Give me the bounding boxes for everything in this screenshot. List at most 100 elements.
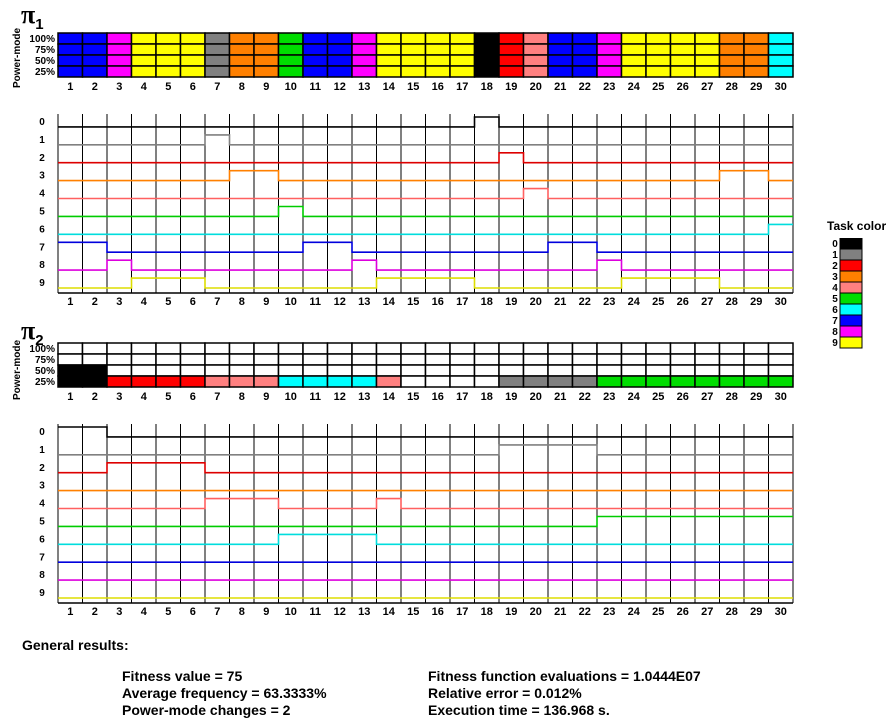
pi1-power-cell <box>645 43 672 56</box>
pi2-task-x-tick: 14 <box>383 606 396 618</box>
pi1-power-cell <box>449 65 476 78</box>
pi1-task-y-tick: 8 <box>39 260 45 271</box>
pi2-task-task-line <box>58 444 793 456</box>
pi2-power-cell <box>277 364 304 377</box>
pi1-power-cell <box>547 65 574 78</box>
pi2-power-cell <box>179 375 206 388</box>
pi1-power-cell <box>645 32 672 45</box>
pi1-power-x-tick: 15 <box>407 81 419 93</box>
pi2-power-cell <box>620 375 647 388</box>
pi2-task-x-tick: 28 <box>726 606 738 618</box>
pi1-power-x-tick: 6 <box>190 81 196 93</box>
pi2-power-x-tick: 15 <box>407 391 419 403</box>
pi1-task-x-tick: 14 <box>383 296 396 308</box>
pi2-power-cell <box>81 353 108 366</box>
pi2-power-cell <box>547 364 574 377</box>
pi2-task-x-tick: 13 <box>358 606 370 618</box>
pi1-task-x-tick: 23 <box>603 296 615 308</box>
pi1-power-cell <box>473 32 500 45</box>
pi1-power-x-tick: 26 <box>677 81 689 93</box>
legend-label: 3 <box>832 272 838 283</box>
pi2-power-cell <box>718 353 745 366</box>
pi1-task-x-tick: 17 <box>456 296 468 308</box>
pi2-power-x-tick: 1 <box>67 391 73 403</box>
pi2-power-x-tick: 14 <box>383 391 396 403</box>
pi1-task-y-tick: 6 <box>39 224 45 235</box>
pi1-task-x-tick: 19 <box>505 296 517 308</box>
pi1-task-y-tick: 0 <box>39 117 45 128</box>
pi1-task-y-tick: 2 <box>39 153 45 164</box>
legend-label: 9 <box>832 338 838 349</box>
pi2-power-cell <box>473 364 500 377</box>
pi2-task-task-line <box>58 462 793 474</box>
pi1-power-cell <box>473 54 500 67</box>
pi2-task-y-tick: 0 <box>39 427 45 438</box>
pi1-power-cell <box>204 65 231 78</box>
pi1-task-x-tick: 28 <box>726 296 738 308</box>
pi2-power-cell <box>743 364 770 377</box>
pi2-task-x-tick: 29 <box>750 606 762 618</box>
pi1-power-cell <box>694 43 721 56</box>
pi1-power-cell <box>718 43 745 56</box>
pi2-power-cell <box>498 353 525 366</box>
pi1-task-y-tick: 1 <box>39 135 45 146</box>
pi2-power-cell <box>547 342 574 355</box>
pi2-task-x-tick: 21 <box>554 606 566 618</box>
pi2-power-cell <box>351 342 378 355</box>
pi1-task-x-tick: 4 <box>141 296 148 308</box>
pi1-power-x-tick: 4 <box>141 81 148 93</box>
pi2-power-cell <box>473 353 500 366</box>
pi1-power-cell <box>596 54 623 67</box>
pi1-task-x-tick: 10 <box>285 296 297 308</box>
pi2-power-cell <box>694 342 721 355</box>
pi2-power-x-tick: 7 <box>214 391 220 403</box>
pi1-power-x-tick: 12 <box>334 81 346 93</box>
pi2-power-cell <box>571 375 598 388</box>
pi1-power-cell <box>179 43 206 56</box>
pi2-power-x-tick: 13 <box>358 391 370 403</box>
pi1-task-x-tick: 9 <box>263 296 269 308</box>
pi1-power-cell <box>424 65 451 78</box>
legend-label: 1 <box>832 250 838 261</box>
pi1-power-cell <box>449 32 476 45</box>
pi2-power-cell <box>204 364 231 377</box>
pi2-power-cell <box>498 375 525 388</box>
pi2-power-cell <box>596 364 623 377</box>
pi2-power-cell <box>718 342 745 355</box>
pi2-power-cell <box>449 375 476 388</box>
pi2-task-x-tick: 6 <box>190 606 196 618</box>
pi2-task-x-tick: 4 <box>141 606 148 618</box>
pi1-power-cell <box>351 32 378 45</box>
pi2-power-x-tick: 9 <box>263 391 269 403</box>
pi2-task-y-tick: 7 <box>39 552 45 563</box>
pi1-task-x-tick: 30 <box>775 296 787 308</box>
pi2-power-cell <box>449 364 476 377</box>
pi1-task-x-tick: 24 <box>628 296 641 308</box>
pi1-power-cell <box>571 65 598 78</box>
pi2-power-cell <box>302 353 329 366</box>
pi2-power-x-tick: 10 <box>285 391 297 403</box>
pi2-power-cell <box>424 375 451 388</box>
pi2-label: π2 <box>21 316 44 350</box>
legend-label: 5 <box>832 294 838 305</box>
pi1-task-task-line <box>58 152 793 164</box>
pi1-task-task-line <box>58 134 793 146</box>
pi1-power-cell <box>351 43 378 56</box>
pi1-power-x-tick: 14 <box>383 81 396 93</box>
pi1-task-x-tick: 20 <box>530 296 542 308</box>
pi1-power-x-tick: 22 <box>579 81 591 93</box>
pi2-power-x-tick: 17 <box>456 391 468 403</box>
pi2-task-y-tick: 9 <box>39 588 45 599</box>
pi1-task-task-line <box>58 187 793 200</box>
pi2-power-cell <box>473 342 500 355</box>
pi2-power-cell <box>620 364 647 377</box>
pi2-task-x-tick: 7 <box>214 606 220 618</box>
pi1-power-cell <box>743 65 770 78</box>
pi2-power-x-tick: 20 <box>530 391 542 403</box>
pi2-power-x-tick: 16 <box>432 391 444 403</box>
legend-label: 4 <box>832 283 838 294</box>
pi1-power-cell <box>620 54 647 67</box>
pi2-power-x-tick: 26 <box>677 391 689 403</box>
pi2-power-cell <box>106 364 133 377</box>
pi2-task-x-tick: 30 <box>775 606 787 618</box>
